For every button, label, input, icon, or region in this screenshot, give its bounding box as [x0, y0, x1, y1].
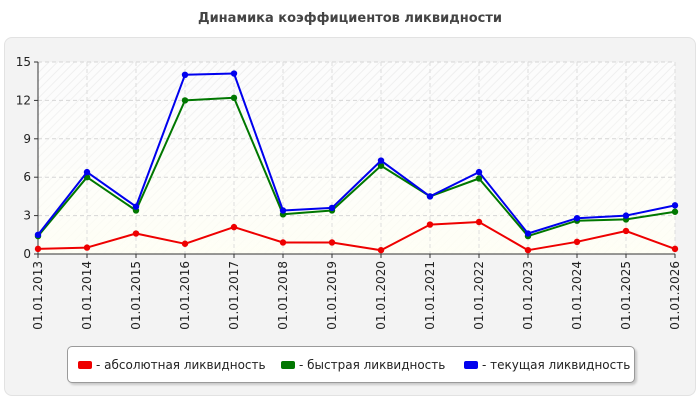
- data-point: [573, 238, 581, 246]
- y-tick-label: 0: [23, 247, 31, 261]
- data-point: [328, 204, 336, 212]
- data-point: [671, 202, 679, 209]
- y-tick-label: 9: [23, 132, 31, 146]
- data-point: [230, 223, 238, 231]
- x-tick-label: 01.01.2020: [374, 261, 388, 330]
- data-point: [230, 94, 238, 102]
- data-point: [524, 230, 532, 237]
- data-point: [622, 212, 630, 219]
- data-point: [475, 218, 483, 226]
- data-point: [671, 208, 679, 215]
- legend-label-quick: - быстрая ликвидность: [299, 357, 446, 372]
- data-point: [34, 231, 42, 238]
- data-point: [181, 240, 189, 247]
- data-point: [83, 244, 91, 251]
- legend-item-current: - текущая ликвидность: [464, 347, 630, 382]
- data-point: [230, 70, 238, 77]
- y-tick-label: 12: [16, 93, 31, 107]
- legend-label-absolute: - абсолютная ликвидность: [96, 357, 266, 372]
- x-tick-label: 01.01.2025: [619, 261, 633, 330]
- x-tick-label: 01.01.2015: [129, 261, 143, 330]
- data-point: [426, 193, 434, 200]
- x-tick-label: 01.01.2021: [423, 261, 437, 330]
- chart-title: Динамика коэффициентов ликвидности: [198, 11, 502, 26]
- legend-swatch-current: [464, 360, 478, 369]
- x-tick-label: 01.01.2017: [227, 261, 241, 330]
- data-point: [524, 246, 532, 254]
- x-tick-label: 01.01.2024: [570, 261, 584, 330]
- x-tick-label: 01.01.2016: [178, 261, 192, 330]
- plot-area-gradient: [38, 62, 675, 254]
- data-point: [377, 162, 385, 169]
- data-point: [377, 246, 385, 254]
- data-point: [475, 168, 483, 176]
- series-line-0: [37, 221, 676, 252]
- series-line-2: [37, 72, 676, 236]
- series-line-1: [37, 96, 676, 238]
- data-point: [377, 157, 385, 164]
- data-point: [34, 245, 42, 253]
- y-tick-label: 6: [23, 170, 31, 184]
- x-tick-label: 01.01.2023: [521, 261, 535, 330]
- data-point: [573, 214, 581, 222]
- data-point: [181, 97, 189, 104]
- x-tick-label: 01.01.2022: [472, 261, 486, 330]
- data-point: [622, 227, 630, 235]
- data-point: [132, 230, 140, 237]
- x-tick-label: 01.01.2019: [325, 261, 339, 330]
- legend-label-current: - текущая ликвидность: [482, 357, 631, 372]
- data-point: [671, 245, 679, 253]
- data-point: [279, 239, 287, 246]
- y-tick-label: 15: [16, 55, 31, 69]
- legend-item-absolute: - абсолютная ликвидность: [78, 347, 266, 382]
- x-tick-label: 01.01.2013: [31, 261, 45, 330]
- legend-swatch-absolute: [78, 360, 92, 369]
- data-point: [181, 71, 189, 79]
- data-point: [132, 203, 140, 210]
- data-point: [475, 175, 483, 182]
- x-tick-label: 01.01.2026: [668, 261, 682, 330]
- legend-item-quick: - быстрая ликвидность: [281, 347, 445, 382]
- x-tick-label: 01.01.2018: [276, 261, 290, 330]
- y-tick-label: 3: [23, 209, 31, 223]
- x-tick-label: 01.01.2014: [80, 261, 94, 330]
- data-point: [279, 207, 287, 214]
- data-point: [328, 239, 336, 246]
- data-point: [426, 221, 434, 228]
- data-point: [83, 168, 91, 176]
- chart-legend: - абсолютная ликвидность - быстрая ликви…: [67, 346, 635, 383]
- legend-swatch-quick: [281, 360, 295, 369]
